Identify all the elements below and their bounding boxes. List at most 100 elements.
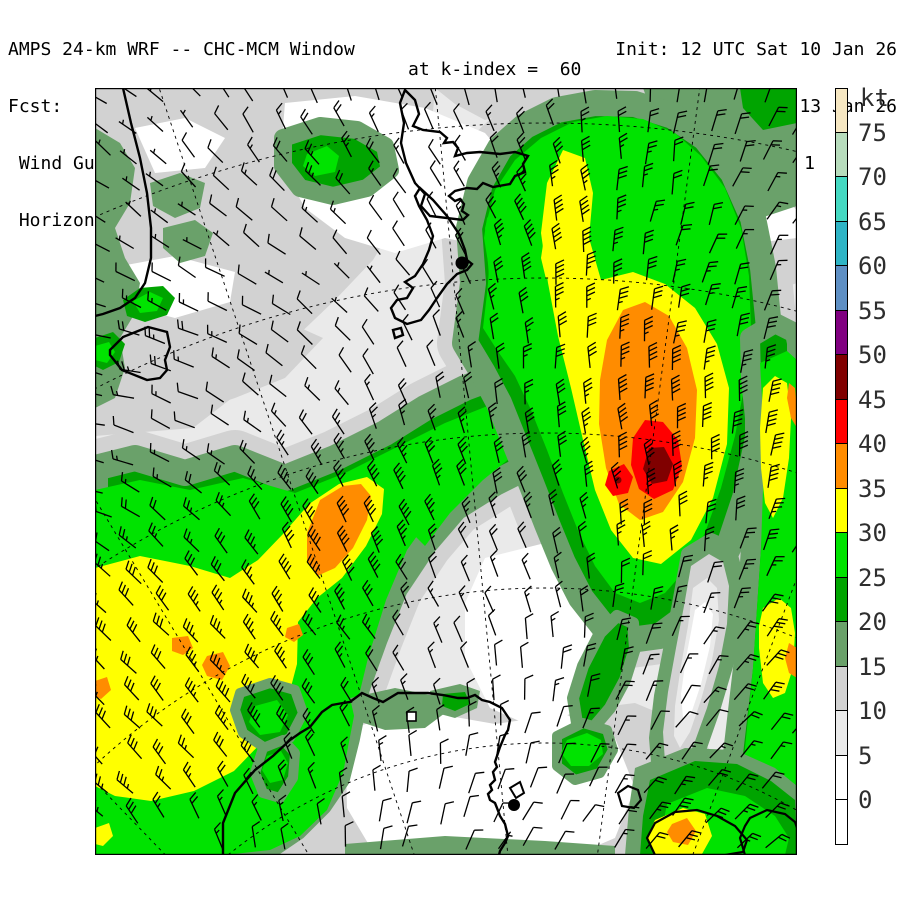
wind-barb [173, 350, 194, 368]
wind-barb [241, 673, 256, 699]
wind-barb [181, 439, 201, 461]
wind-barb [248, 493, 261, 520]
wind-barb [361, 613, 376, 639]
wind-barb [617, 402, 629, 430]
wind-barb [671, 615, 690, 637]
wind-barb [552, 676, 565, 702]
wind-barb [739, 527, 757, 549]
wind-barb [370, 526, 384, 553]
wind-barb [736, 621, 760, 640]
wind-barb [362, 579, 374, 607]
wind-barb [466, 677, 476, 705]
wind-barb [117, 320, 140, 336]
wind-barb [735, 495, 746, 521]
mcmurdo-station-dot [508, 799, 520, 811]
latlon-graticule [95, 88, 797, 855]
wind-barb [151, 262, 172, 282]
wind-barb [645, 680, 664, 701]
wind-barb [764, 88, 771, 103]
wind-barb [493, 218, 505, 246]
wind-barb [341, 130, 352, 158]
wind-barb [116, 360, 141, 374]
wind-barb [392, 220, 405, 247]
colorbar-block [835, 488, 848, 533]
wind-barb [146, 115, 164, 132]
wind-barb [299, 227, 317, 250]
wind-barb [433, 616, 443, 643]
wind-barb [339, 700, 351, 727]
wind-barb [120, 472, 140, 493]
wind-barb [151, 384, 171, 404]
wind-barb [149, 148, 167, 165]
wind-barb [95, 393, 103, 397]
wind-barb [529, 766, 548, 788]
wind-barb [400, 673, 409, 700]
wind-barb [675, 223, 693, 246]
wind-barb [705, 807, 730, 824]
wind-barb [642, 550, 653, 576]
christchurch-station-dot [455, 256, 469, 270]
gust-fill-25 [95, 342, 115, 363]
wind-barb [148, 522, 164, 547]
gust-fill-30 [95, 726, 113, 749]
wind-barb [457, 406, 467, 434]
wind-barb [340, 736, 349, 764]
wind-barb [118, 581, 134, 606]
wind-barb [586, 282, 596, 308]
wind-barb [492, 467, 503, 494]
wind-barb [301, 199, 319, 223]
wind-barb [738, 710, 763, 727]
wind-barb [765, 409, 779, 434]
wind-barb [675, 710, 699, 728]
wind-barb [577, 520, 587, 548]
gust-fill-35 [285, 624, 303, 642]
wind-barb [398, 498, 412, 526]
wind-barb [619, 313, 630, 339]
wind-barb [241, 295, 262, 315]
gust-fill-30 [95, 823, 113, 846]
colorbar-block [835, 444, 848, 489]
wind-barb [616, 165, 628, 191]
wind-barb [240, 162, 258, 186]
wind-barb [214, 105, 229, 131]
wind-barb [612, 226, 624, 252]
wind-barb [616, 286, 630, 311]
colorbar-tick-label: 20 [858, 608, 887, 636]
wind-barb [735, 773, 759, 791]
colorbar-tick-label: 15 [858, 652, 887, 681]
wind-barb [95, 371, 103, 376]
wind-barb [586, 312, 597, 338]
wind-barb [338, 346, 352, 373]
wind-barb [649, 88, 652, 102]
colorbar-tick-label: 70 [858, 163, 887, 191]
wind-barb [184, 677, 199, 703]
colorbar-unit-label: kt [860, 84, 889, 112]
wind-barb [368, 105, 379, 133]
wind-barb [421, 258, 435, 285]
wind-barb [487, 608, 497, 636]
wind-barb [306, 553, 321, 579]
wind-barb [612, 582, 625, 607]
wind-barb [708, 768, 732, 786]
wind-barb [211, 584, 225, 611]
colorbar-block [835, 533, 848, 578]
gust-fill-20 [740, 88, 797, 130]
colorbar-tick-label: 60 [858, 252, 887, 280]
wind-barb [235, 197, 253, 221]
wind-barb [302, 707, 315, 734]
wind-barb [278, 553, 292, 580]
meridian-line [158, 88, 415, 855]
wind-barb [213, 731, 228, 757]
wind-barb [364, 373, 375, 401]
init-time: Init: 12 UTC Sat 10 Jan 26 [615, 39, 897, 60]
wind-barb [211, 347, 230, 369]
wind-barb [583, 642, 597, 667]
wind-barb [455, 311, 465, 338]
wind-barb [214, 527, 228, 554]
wind-barb [680, 201, 695, 225]
wind-barb [736, 653, 760, 671]
wind-barb [671, 344, 682, 371]
wind-barb [587, 341, 597, 368]
wind-barb [336, 525, 350, 552]
